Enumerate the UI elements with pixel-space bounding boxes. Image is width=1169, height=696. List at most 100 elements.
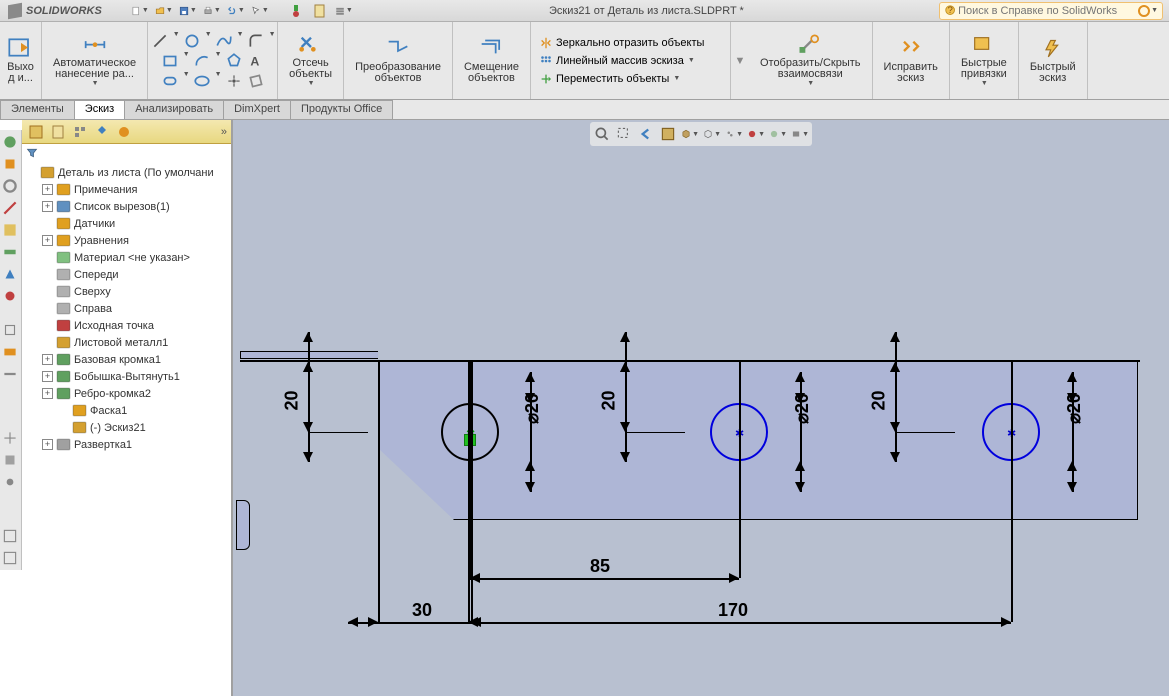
line-tool[interactable]: [150, 31, 170, 51]
mirror-entities-button[interactable]: Зеркально отразить объекты: [535, 34, 708, 52]
spline-tool[interactable]: [214, 31, 234, 51]
rapid-sketch-button[interactable]: Быстрыйэскиз: [1025, 35, 1081, 87]
polygon-tool[interactable]: [224, 51, 244, 71]
svg-text:A: A: [250, 54, 259, 68]
tree-node[interactable]: +Бобышка-Вытянуть1: [22, 368, 231, 385]
fm-tab-tree[interactable]: [26, 123, 46, 141]
search-icon[interactable]: [1138, 5, 1150, 17]
prev-view-icon[interactable]: [636, 124, 656, 144]
settings-button[interactable]: ▼: [334, 2, 354, 20]
help-search[interactable]: ? ▼: [939, 2, 1163, 20]
help-search-input[interactable]: [958, 5, 1138, 17]
rebuild-button[interactable]: [286, 2, 306, 20]
tree-node[interactable]: (-) Эскиз21: [22, 419, 231, 436]
lt-12[interactable]: [0, 428, 20, 448]
tree-node[interactable]: +Уравнения: [22, 232, 231, 249]
feature-manager-panel: » Деталь из листа (По умолчани+Примечани…: [22, 120, 233, 696]
smart-dimension-button[interactable]: Автоматическоенанесение ра...▼: [48, 31, 141, 90]
lt-1[interactable]: [0, 132, 20, 152]
tree-node[interactable]: +Список вырезов(1): [22, 198, 231, 215]
fm-tab-display[interactable]: [114, 123, 134, 141]
display-style-icon[interactable]: ▼: [702, 124, 722, 144]
lt-3[interactable]: [0, 176, 20, 196]
print-button[interactable]: ▼: [202, 2, 222, 20]
linear-pattern-button[interactable]: Линейный массив эскиза▼: [535, 52, 699, 70]
feature-manager-tabs: »: [22, 120, 231, 144]
zoom-area-icon[interactable]: [614, 124, 634, 144]
tree-node[interactable]: Исходная точка: [22, 317, 231, 334]
lt-16[interactable]: [0, 548, 20, 568]
document-title: Эскиз21 от Деталь из листа.SLDPRT *: [354, 5, 939, 17]
lt-14[interactable]: [0, 472, 20, 492]
view-settings-icon[interactable]: ▼: [790, 124, 810, 144]
tree-node[interactable]: +Ребро-кромка2: [22, 385, 231, 402]
options-button[interactable]: [310, 2, 330, 20]
tree-filter[interactable]: [22, 144, 231, 162]
tree-node[interactable]: Деталь из листа (По умолчани: [22, 164, 231, 181]
rect-tool[interactable]: [160, 51, 180, 71]
tree-node[interactable]: Датчики: [22, 215, 231, 232]
lt-9[interactable]: [0, 320, 20, 340]
lt-5[interactable]: [0, 220, 20, 240]
lt-8[interactable]: [0, 286, 20, 306]
tree-node[interactable]: Листовой металл1: [22, 334, 231, 351]
select-button[interactable]: ▼: [250, 2, 270, 20]
tree-node[interactable]: Фаска1: [22, 402, 231, 419]
lt-2[interactable]: [0, 154, 20, 174]
fillet-tool[interactable]: [246, 31, 266, 51]
lt-4[interactable]: [0, 198, 20, 218]
display-relations-button[interactable]: Отобразить/Скрытьвзаимосвязи▼: [755, 31, 866, 90]
save-button[interactable]: ▼: [178, 2, 198, 20]
tree-node[interactable]: +Примечания: [22, 181, 231, 198]
new-button[interactable]: ▼: [130, 2, 150, 20]
trim-button[interactable]: Отсечьобъекты▼: [284, 31, 337, 90]
plane-tool[interactable]: [246, 71, 266, 91]
tree-node[interactable]: Справа: [22, 300, 231, 317]
lt-6[interactable]: [0, 242, 20, 262]
lt-15[interactable]: [0, 526, 20, 546]
hide-show-icon[interactable]: ▼: [724, 124, 744, 144]
tab-анализировать[interactable]: Анализировать: [124, 100, 224, 119]
app-logo: SOLIDWORKS: [0, 4, 110, 18]
lt-11[interactable]: [0, 364, 20, 384]
zoom-fit-icon[interactable]: [592, 124, 612, 144]
move-entities-button[interactable]: Переместить объекты▼: [535, 70, 684, 88]
title-bar: SOLIDWORKS ▼ ▼ ▼ ▼ ▼ ▼ ▼ Эскиз21 от Дета…: [0, 0, 1169, 22]
tab-эскиз[interactable]: Эскиз: [74, 100, 125, 119]
offset-entities-button[interactable]: Смещениеобъектов: [459, 35, 524, 87]
circle-tool[interactable]: [182, 31, 202, 51]
fm-tab-prop[interactable]: [48, 123, 68, 141]
open-button[interactable]: ▼: [154, 2, 174, 20]
section-view-icon[interactable]: [658, 124, 678, 144]
lt-10[interactable]: [0, 342, 20, 362]
undo-button[interactable]: ▼: [226, 2, 246, 20]
point-tool[interactable]: [224, 71, 244, 91]
apply-scene-icon[interactable]: ▼: [768, 124, 788, 144]
tree-node[interactable]: Спереди: [22, 266, 231, 283]
tree-node[interactable]: +Базовая кромка1: [22, 351, 231, 368]
lt-7[interactable]: [0, 264, 20, 284]
text-tool[interactable]: A: [246, 51, 266, 71]
tree-node[interactable]: Материал <не указан>: [22, 249, 231, 266]
graphics-viewport[interactable]: ▼ ▼ ▼ ▼ ▼ ▼ ✱✱✱202020⌀20⌀20⌀208517030: [233, 120, 1169, 696]
fm-tab-dim[interactable]: [92, 123, 112, 141]
tab-продукты office[interactable]: Продукты Office: [290, 100, 393, 119]
lt-13[interactable]: [0, 450, 20, 470]
feature-tree: Деталь из листа (По умолчани+Примечания+…: [22, 162, 231, 696]
convert-entities-button[interactable]: Преобразованиеобъектов: [350, 35, 446, 87]
ellipse-tool[interactable]: [192, 71, 212, 91]
view-heads-up-toolbar: ▼ ▼ ▼ ▼ ▼ ▼: [590, 122, 812, 146]
tab-элементы[interactable]: Элементы: [0, 100, 75, 119]
tree-node[interactable]: +Развертка1: [22, 436, 231, 453]
view-orient-icon[interactable]: ▼: [680, 124, 700, 144]
fm-tab-config[interactable]: [70, 123, 90, 141]
tree-node[interactable]: Сверху: [22, 283, 231, 300]
repair-sketch-button[interactable]: Исправитьэскиз: [879, 35, 943, 87]
slot-tool[interactable]: [160, 71, 180, 91]
edit-appearance-icon[interactable]: ▼: [746, 124, 766, 144]
exit-sketch-button[interactable]: Выход и...: [2, 35, 40, 87]
ribbon: Выход и... Автоматическоенанесение ра...…: [0, 22, 1169, 100]
arc-tool[interactable]: [192, 51, 212, 71]
quick-snaps-button[interactable]: Быстрыепривязки▼: [956, 31, 1012, 90]
tab-dimxpert[interactable]: DimXpert: [223, 100, 291, 119]
